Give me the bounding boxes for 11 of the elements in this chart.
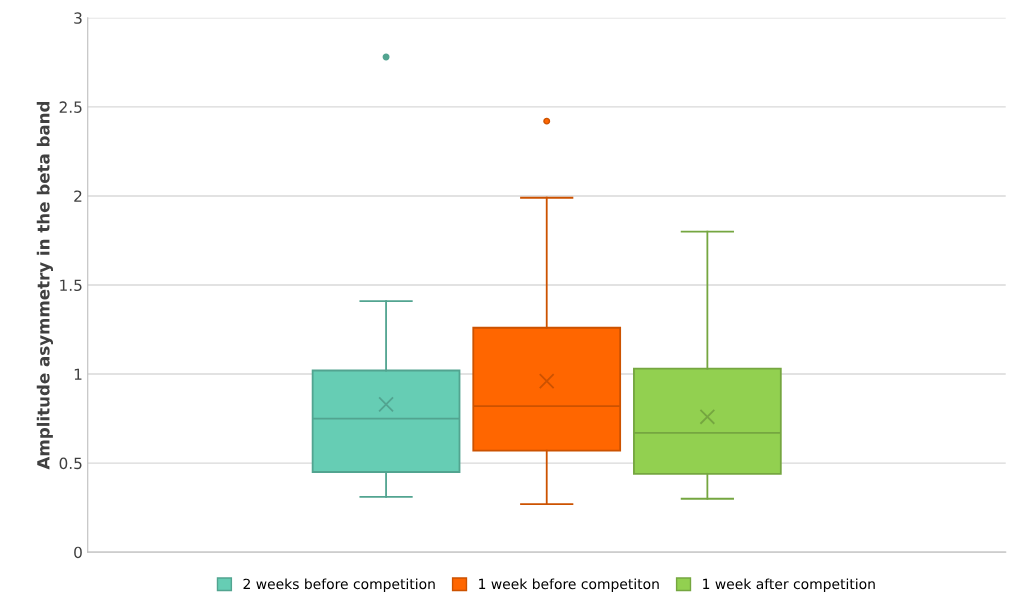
y-tick-label: 2.5 xyxy=(59,101,82,113)
legend-label: 2 weeks before competition xyxy=(243,578,435,592)
y-tick-label: 1.5 xyxy=(60,279,82,292)
legend-label: 1 week after competition xyxy=(703,578,875,592)
y-axis-title: Amplitude asymmetry in the beta band xyxy=(36,101,54,470)
legend-label: 1 week before competiton xyxy=(479,578,659,592)
y-tick-label: 2 xyxy=(74,190,82,202)
y-tick-label: 3 xyxy=(74,12,82,24)
y-tick-label: 1 xyxy=(74,368,82,380)
y-tick-label: 0.5 xyxy=(59,457,82,470)
y-tick-label: 0 xyxy=(74,546,82,559)
